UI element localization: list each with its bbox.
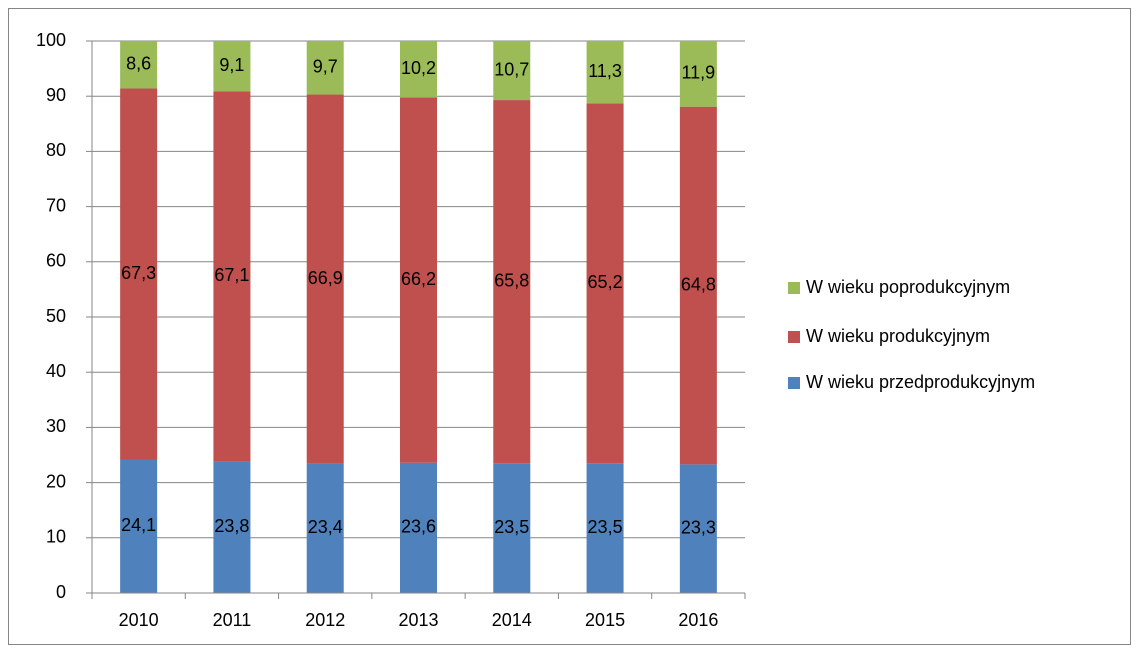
y-tick-label: 30 bbox=[46, 416, 66, 436]
bar-segment bbox=[493, 463, 531, 593]
bar-segment bbox=[306, 94, 344, 464]
data-label: 23,5 bbox=[494, 517, 529, 537]
legend-swatch bbox=[788, 282, 800, 294]
data-label: 66,9 bbox=[308, 268, 343, 288]
x-tick-label: 2014 bbox=[492, 610, 532, 630]
x-tick-label: 2016 bbox=[678, 610, 718, 630]
bar-segment bbox=[586, 103, 624, 464]
y-tick-label: 20 bbox=[46, 471, 66, 491]
bar-segment bbox=[213, 461, 251, 593]
y-tick-label: 50 bbox=[46, 306, 66, 326]
bar-segment bbox=[493, 41, 531, 101]
data-label: 65,8 bbox=[494, 270, 529, 290]
data-label: 23,3 bbox=[681, 517, 716, 537]
y-tick-label: 90 bbox=[46, 85, 66, 105]
bar-segment bbox=[493, 100, 531, 464]
data-label: 64,8 bbox=[681, 274, 716, 294]
data-label: 65,2 bbox=[588, 272, 623, 292]
bar-segment bbox=[120, 459, 158, 593]
data-label: 66,2 bbox=[401, 269, 436, 289]
data-label: 23,8 bbox=[214, 516, 249, 536]
data-label: 23,6 bbox=[401, 517, 436, 537]
y-tick-label: 0 bbox=[56, 582, 66, 602]
data-label: 8,6 bbox=[126, 53, 151, 73]
data-label: 9,1 bbox=[219, 55, 244, 75]
data-label: 10,2 bbox=[401, 58, 436, 78]
chart-border bbox=[8, 8, 1131, 645]
data-label: 11,3 bbox=[588, 61, 622, 81]
legend-swatch bbox=[788, 377, 800, 389]
x-tick-label: 2013 bbox=[398, 610, 438, 630]
bar-segment bbox=[679, 106, 717, 465]
legend-label: W wieku produkcyjnym bbox=[806, 326, 990, 346]
x-tick-label: 2011 bbox=[213, 610, 252, 630]
bar-segment bbox=[400, 462, 437, 593]
y-tick-label: 40 bbox=[46, 361, 66, 381]
y-tick-label: 80 bbox=[46, 140, 66, 160]
bar-segment bbox=[306, 463, 344, 593]
legend-label: W wieku poprodukcyjnym bbox=[806, 277, 1010, 297]
data-label: 23,4 bbox=[308, 517, 343, 537]
bar-segment bbox=[679, 464, 717, 593]
x-tick-label: 2012 bbox=[305, 610, 345, 630]
data-label: 10,7 bbox=[494, 59, 529, 79]
data-label: 67,3 bbox=[121, 263, 156, 283]
legend-label: W wieku przedprodukcyjnym bbox=[806, 372, 1035, 392]
bar-segment bbox=[400, 41, 437, 98]
bar-segment bbox=[120, 88, 158, 460]
bar-segment bbox=[120, 41, 158, 89]
bar-segment bbox=[586, 41, 624, 104]
y-tick-label: 100 bbox=[36, 30, 66, 50]
data-label: 9,7 bbox=[313, 57, 338, 77]
bar-segment bbox=[306, 41, 344, 95]
y-tick-label: 10 bbox=[46, 527, 66, 547]
y-tick-label: 60 bbox=[46, 251, 66, 271]
x-tick-label: 2010 bbox=[119, 610, 159, 630]
x-tick-label: 2015 bbox=[585, 610, 625, 630]
bar-segment bbox=[679, 41, 717, 107]
legend-swatch bbox=[788, 331, 800, 343]
data-label: 67,1 bbox=[214, 265, 249, 285]
y-tick-label: 70 bbox=[46, 195, 66, 215]
data-label: 23,5 bbox=[588, 517, 623, 537]
bar-segment bbox=[400, 97, 437, 463]
bar-segment bbox=[586, 463, 624, 593]
data-label: 24,1 bbox=[121, 515, 156, 535]
bar-segment bbox=[213, 91, 251, 462]
bar-segment bbox=[213, 41, 251, 92]
data-label: 11,9 bbox=[682, 63, 716, 83]
